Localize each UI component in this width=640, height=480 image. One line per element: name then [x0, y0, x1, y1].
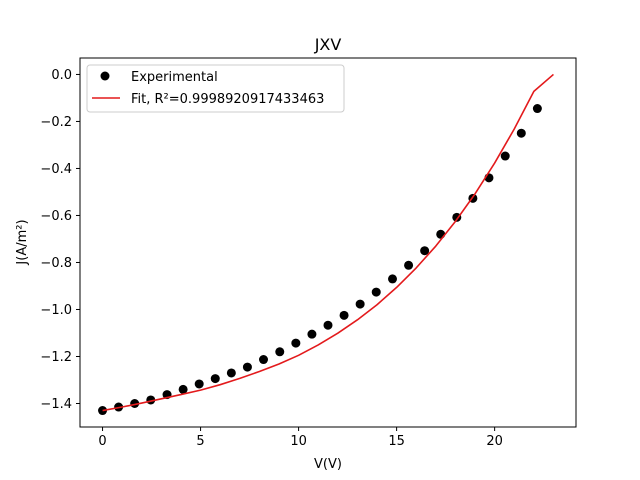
y-axis-label: J(A/m²) [15, 219, 30, 265]
data-point [339, 310, 349, 320]
data-point [323, 320, 333, 330]
y-tick-label: −0.8 [40, 256, 72, 271]
data-point [194, 379, 204, 389]
y-tick-label: −0.6 [40, 209, 72, 224]
legend-marker-experimental [100, 71, 110, 81]
x-tick-label: 5 [196, 434, 204, 449]
data-point [275, 347, 285, 357]
data-point [210, 374, 220, 384]
plot-area [79, 57, 577, 428]
y-axis: 0.0 −0.2 −0.4 −0.6 −0.8 −1.0 −1.2 −1.4 [40, 68, 80, 412]
data-point [259, 355, 269, 365]
x-tick-label: 20 [486, 434, 503, 449]
y-tick-label: −1.0 [40, 303, 72, 318]
x-tick-label: 15 [388, 434, 405, 449]
legend: Experimental Fit, R²=0.9998920917433463 [86, 64, 345, 113]
data-point [404, 260, 414, 270]
data-point [532, 104, 542, 114]
series-layer [98, 73, 554, 416]
y-tick-label: 0.0 [51, 68, 72, 83]
x-axis-label: V(V) [314, 457, 342, 472]
data-point [371, 287, 381, 297]
data-point [500, 151, 510, 161]
data-point [242, 362, 252, 372]
y-tick-label: −1.2 [40, 350, 72, 365]
data-point [516, 128, 526, 138]
legend-label-experimental: Experimental [131, 70, 218, 85]
data-point [291, 338, 301, 348]
chart-title: JXV [314, 35, 342, 54]
data-point [387, 274, 397, 284]
data-point [307, 329, 317, 339]
legend-label-fit: Fit, R²=0.9998920917433463 [131, 92, 324, 107]
data-point [436, 229, 446, 239]
data-point [178, 384, 188, 394]
x-tick-label: 10 [290, 434, 307, 449]
data-point [226, 368, 236, 378]
data-point [420, 246, 430, 256]
y-tick-label: −1.4 [40, 397, 72, 412]
y-tick-label: −0.2 [40, 115, 72, 130]
x-tick-label: 0 [98, 434, 106, 449]
data-point [355, 299, 365, 309]
x-axis: 0 5 10 15 20 [98, 427, 503, 449]
axes-frame [79, 57, 577, 428]
legend-frame [86, 64, 345, 113]
data-point [98, 406, 108, 416]
fit-line [102, 73, 554, 412]
data-point [130, 398, 140, 408]
y-tick-label: −0.4 [40, 162, 72, 177]
